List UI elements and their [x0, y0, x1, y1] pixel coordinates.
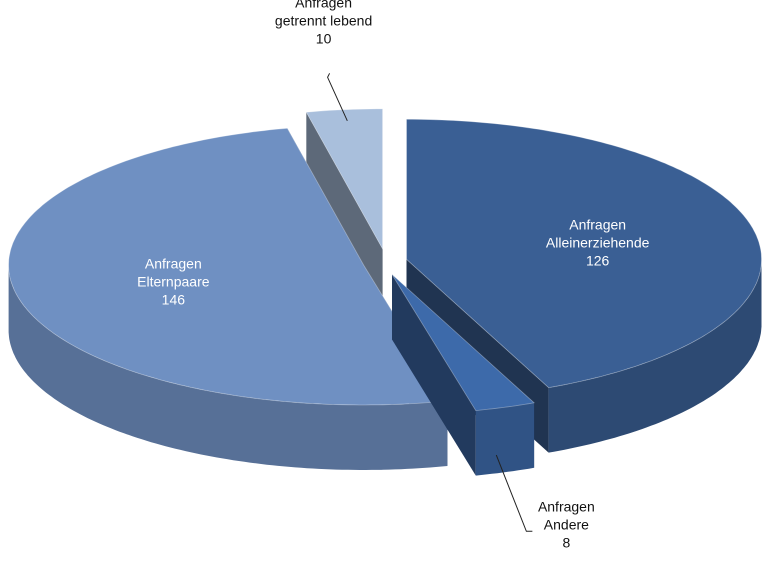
slice-label-value: 8 [562, 534, 570, 550]
slice-label-category: Anfragen [538, 498, 595, 514]
leader-line [495, 454, 533, 532]
slice [391, 274, 535, 476]
slice-top [8, 127, 449, 406]
slice-label-value: 10 [316, 30, 332, 46]
slice-top [305, 108, 383, 251]
slice-label-category: getrennt lebend [275, 12, 372, 28]
slice-label: Anfragen Elternpaare 146 [137, 255, 210, 307]
slice-label-category: Alleinerziehende [546, 235, 650, 251]
slice-side [306, 112, 383, 314]
slice [8, 127, 449, 470]
leader-line [327, 73, 348, 122]
slice-label-value: 146 [162, 291, 186, 307]
slice-label-category: Andere [544, 516, 589, 532]
slice-label-value: 126 [586, 253, 610, 269]
slice-label: Anfragen Andere 8 [538, 498, 595, 550]
slice-label-category: Anfragen [145, 255, 202, 271]
slice-label-category: Anfragen [295, 0, 352, 10]
slice-side [392, 274, 476, 476]
slice-wall [8, 265, 448, 470]
slice-wall [548, 259, 762, 453]
slice-top [406, 118, 762, 389]
slice-label: Anfragen Alleinerziehende 126 [546, 217, 650, 269]
slice-label-category: Elternpaare [137, 273, 210, 289]
slice-label-category: Anfragen [569, 217, 626, 233]
slice-wall [475, 402, 535, 476]
slice-top [391, 274, 535, 412]
slice-label: Anfragen getrennt lebend 10 [275, 0, 372, 46]
slice [305, 108, 383, 314]
